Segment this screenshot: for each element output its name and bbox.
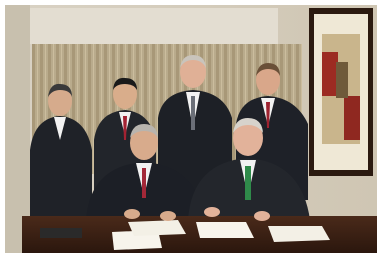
- ceiling-panel: [28, 8, 278, 44]
- photo: [0, 0, 380, 257]
- painting: [309, 8, 373, 176]
- page: [0, 0, 380, 257]
